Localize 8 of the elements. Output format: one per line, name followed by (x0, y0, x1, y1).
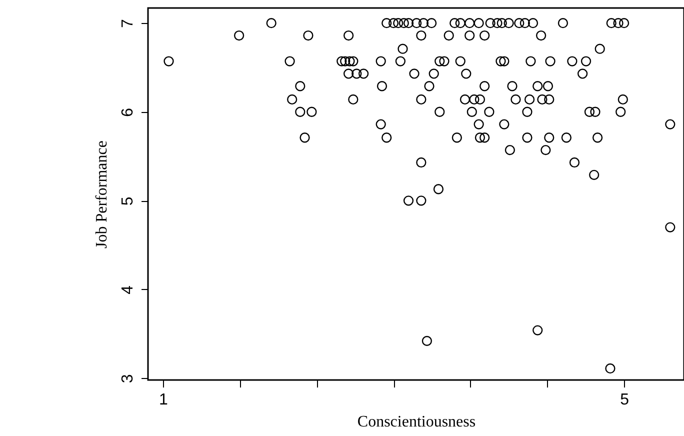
y-axis-title: Job Performance (94, 140, 110, 248)
y-tick-label: 5 (120, 196, 136, 206)
x-tick-label: 1 (159, 392, 168, 408)
y-tick-label: 4 (120, 285, 136, 294)
y-tick-label: 7 (120, 19, 136, 28)
y-tick-label: 3 (120, 374, 136, 384)
y-tick-label: 6 (120, 108, 136, 117)
x-axis-title: Conscientiousness (357, 414, 476, 430)
